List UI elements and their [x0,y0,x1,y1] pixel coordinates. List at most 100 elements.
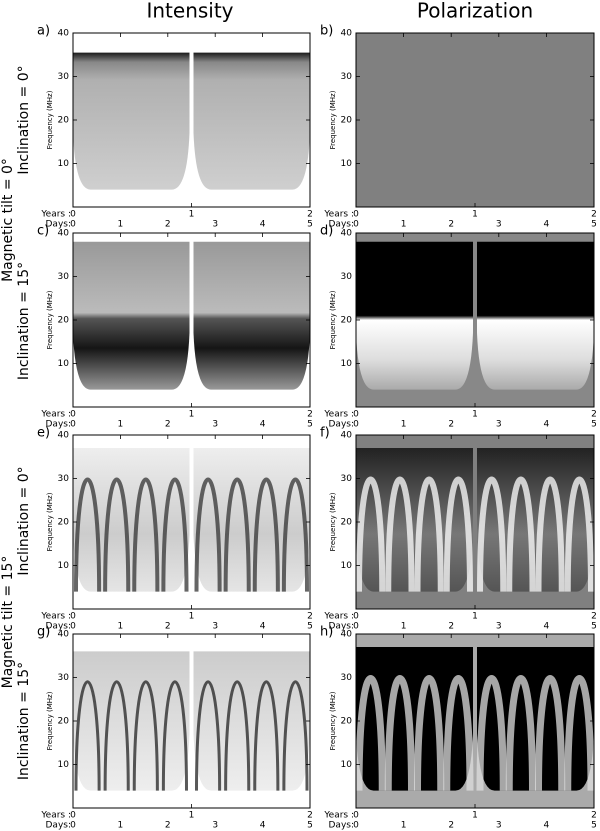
spectrum-arch [505,674,536,791]
y-tick-label: 10 [58,159,70,169]
x2-tick-label: 4 [544,220,550,230]
x-tick-label: 1 [472,612,478,622]
y-tick-label: 30 [58,72,70,82]
y-tick-label: 10 [58,359,70,369]
spectrum-arch [506,476,536,592]
y-tick-label: 40 [341,630,353,640]
x2-tick-label: 4 [260,622,266,632]
spectrum-arch [223,477,251,592]
x-axis-label: Years : [323,410,354,420]
x2-tick-label: 0 [70,220,76,230]
x-axis-label: Years : [40,410,71,420]
x2-tick-label: 0 [353,220,359,230]
x-tick-label: 2 [591,210,597,220]
y-tick-label: 40 [341,431,353,441]
spectrum-arch [132,477,160,592]
spectrum-arch [161,477,189,592]
y-tick-label: 30 [341,474,353,484]
spectrum-shape [477,241,594,390]
x-tick-label: 1 [189,210,195,220]
x-tick-label: 2 [307,612,313,622]
spectrum-arch [414,674,445,791]
x2-tick-label: 2 [165,622,171,632]
y-tick-label: 30 [341,272,353,282]
x2-tick-label: 4 [260,220,266,230]
row-label: Inclination = 15° [16,262,32,380]
y-axis-label: Frequency (MHz) [46,691,54,750]
spectrum-arch [564,476,594,592]
panel-label: d) [320,224,333,239]
x2-tick-label: 1 [401,420,407,430]
x-tick-label: 0 [70,612,76,622]
panel-label: c) [37,224,49,239]
y-tick-label: 10 [341,159,353,169]
spectrum-arch [535,476,565,592]
panel-label: f) [320,426,330,441]
x2-tick-label: 1 [401,220,407,230]
x-tick-label: 0 [353,410,359,420]
x2-tick-label: 5 [307,821,313,831]
x2-tick-label: 4 [260,420,266,430]
x2-tick-label: 4 [544,420,550,430]
y-tick-label: 40 [341,229,353,239]
spectrum-arch [224,680,251,791]
y-axis-label: Frequency (MHz) [46,290,54,349]
y-tick-label: 40 [58,229,70,239]
x2-tick-label: 4 [260,821,266,831]
spectrum-arch [103,680,130,791]
spectrum-shape [73,241,190,390]
x2-tick-label: 3 [496,622,502,632]
x2-tick-label: 3 [496,821,502,831]
x-axis-label: Years : [40,811,71,821]
x-tick-label: 1 [472,811,478,821]
y-tick-label: 30 [58,474,70,484]
x2-tick-label: 4 [544,821,550,831]
spectrum-arch [195,680,222,791]
spectrum-arch [476,674,507,791]
y-axis-label: Frequency (MHz) [329,290,337,349]
panel-label: b) [320,24,333,39]
x2-axis-label: Days: [329,821,355,831]
row-label: Inclination = 0° [16,65,32,174]
spectrum-arch [74,477,102,592]
x2-tick-label: 0 [353,622,359,632]
x2-tick-label: 1 [401,821,407,831]
spectrum-arch [282,680,309,791]
x2-tick-label: 1 [118,220,124,230]
x2-axis-label: Days: [46,220,72,230]
y-tick-label: 20 [341,116,353,126]
x-axis-label: Years : [40,612,71,622]
row-label: Inclination = 15° [16,662,32,780]
row-label: Inclination = 0° [16,466,32,575]
x2-tick-label: 3 [212,220,218,230]
x2-tick-label: 4 [544,622,550,632]
y-tick-label: 20 [58,316,70,326]
x2-tick-label: 0 [70,420,76,430]
spectrum-arch [253,680,280,791]
x2-tick-label: 2 [165,821,171,831]
spectrum-shape [193,52,310,190]
x2-tick-label: 1 [118,821,124,831]
y-tick-label: 30 [341,72,353,82]
x-tick-label: 0 [70,811,76,821]
x-tick-label: 0 [70,410,76,420]
spectrum-shape [356,241,473,390]
y-tick-label: 10 [58,561,70,571]
spectrum-arch [564,674,595,791]
y-tick-label: 10 [341,359,353,369]
x2-tick-label: 2 [448,220,454,230]
x2-tick-label: 2 [448,420,454,430]
panel-label: a) [37,24,50,39]
x-tick-label: 0 [70,210,76,220]
spectrum-background [356,33,594,207]
x2-tick-label: 3 [496,220,502,230]
panel-label: e) [37,426,50,441]
spectrum-shape [73,448,190,592]
spectrum-shape [477,448,594,592]
x2-axis-label: Days: [46,622,72,632]
x2-tick-label: 2 [448,622,454,632]
spectrum-shape [193,651,310,791]
x2-tick-label: 0 [70,821,76,831]
x2-tick-label: 2 [165,220,171,230]
